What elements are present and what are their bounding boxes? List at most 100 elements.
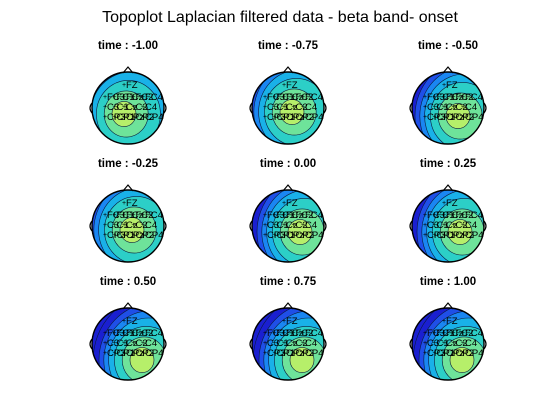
electrode-marker: + bbox=[132, 222, 136, 229]
electrode-marker: + bbox=[301, 104, 305, 111]
electrode-label: CP1 bbox=[277, 348, 295, 359]
head-outline bbox=[91, 71, 165, 145]
electrode-marker: + bbox=[113, 94, 117, 101]
electrode-marker: + bbox=[113, 104, 117, 111]
electrode-marker: + bbox=[113, 232, 117, 239]
electrode-label: C3 bbox=[267, 220, 279, 231]
electrode-marker: + bbox=[103, 104, 107, 111]
panel-title: time : 1.00 bbox=[419, 276, 477, 288]
electrode-marker: + bbox=[122, 222, 126, 229]
electrode-marker: + bbox=[263, 350, 267, 357]
electrode-marker: + bbox=[292, 212, 296, 219]
electrode-marker: + bbox=[122, 350, 126, 357]
panel-title: time : 0.50 bbox=[99, 276, 157, 288]
electrode-label: FCz bbox=[126, 92, 144, 103]
electrode-label: CP1 bbox=[117, 230, 135, 241]
electrode-label: FC3 bbox=[427, 210, 445, 221]
left-ear-marker bbox=[249, 338, 253, 350]
electrode-marker: + bbox=[433, 222, 437, 229]
electrode-marker: + bbox=[282, 330, 286, 337]
electrode-marker: + bbox=[423, 94, 427, 101]
electrode-label: CP1 bbox=[117, 348, 135, 359]
nose-marker bbox=[282, 184, 294, 192]
contour-band bbox=[445, 103, 471, 129]
contour-band bbox=[287, 219, 313, 245]
electrode-label: C3 bbox=[427, 338, 439, 349]
right-ear-marker bbox=[483, 220, 487, 232]
electrode-marker: + bbox=[461, 340, 465, 347]
electrode-label: CPz bbox=[286, 348, 304, 359]
electrode-label: FC3 bbox=[427, 328, 445, 339]
electrode-label: C2 bbox=[296, 220, 308, 231]
electrode-label: C2 bbox=[456, 102, 468, 113]
electrode-label: FC1 bbox=[437, 328, 455, 339]
topoplot-head: + FZ+ FC3+ FC1+ FCz+ FC2+ FC4+ C3+ C1+ Cz+ C2+ C4+ C… bbox=[409, 184, 487, 263]
nose-marker bbox=[282, 66, 294, 74]
electrode-marker: + bbox=[423, 340, 427, 347]
electrode-label: FC4 bbox=[305, 92, 323, 103]
electrode-label: CP2 bbox=[456, 112, 474, 123]
electrode-marker: + bbox=[423, 232, 427, 239]
electrode-label: FC4 bbox=[305, 210, 323, 221]
electrode-label: C4 bbox=[145, 338, 157, 349]
panel-title: time : -0.25 bbox=[97, 158, 159, 170]
panel-title: time : -1.00 bbox=[97, 40, 159, 52]
head-outline bbox=[91, 189, 165, 263]
electrode-label: CPz bbox=[286, 230, 304, 241]
electrode-marker: + bbox=[141, 114, 145, 121]
left-ear-marker bbox=[89, 338, 93, 350]
electrode-label: C3 bbox=[107, 102, 119, 113]
electrode-marker: + bbox=[433, 94, 437, 101]
electrode-marker: + bbox=[301, 340, 305, 347]
electrode-label: CP1 bbox=[437, 112, 455, 123]
electrode-marker: + bbox=[141, 350, 145, 357]
electrode-marker: + bbox=[442, 340, 446, 347]
right-ear-marker bbox=[163, 220, 167, 232]
head-outline bbox=[411, 189, 485, 263]
electrode-label: CP3 bbox=[107, 112, 125, 123]
topoplot-head: + FZ+ FC3+ FC1+ FCz+ FC2+ FC4+ C3+ C1+ Cz+ C2+ C4+ C… bbox=[409, 302, 487, 381]
electrode-label: FZ bbox=[286, 198, 298, 209]
electrode-marker: + bbox=[433, 232, 437, 239]
head-outline bbox=[411, 307, 485, 381]
right-ear-marker bbox=[483, 338, 487, 350]
electrode-label: CP3 bbox=[427, 230, 445, 241]
topoplot-panel: time : -1.00 + FZ + FC3 + FC1 + FCz + FC2 + FC4 + C3 + C… bbox=[68, 40, 188, 162]
electrode-label: FC1 bbox=[117, 92, 135, 103]
electrode-label: FC3 bbox=[427, 92, 445, 103]
electrode-label: FC2 bbox=[296, 210, 314, 221]
electrode-marker: + bbox=[282, 94, 286, 101]
electrode-label: FC1 bbox=[277, 210, 295, 221]
electrode-marker: + bbox=[103, 330, 107, 337]
electrode-label: C4 bbox=[305, 338, 317, 349]
electrode-marker: + bbox=[442, 104, 446, 111]
electrode-label: CP2 bbox=[136, 348, 154, 359]
electrode-label: FC4 bbox=[465, 328, 483, 339]
electrode-marker: + bbox=[263, 94, 267, 101]
electrode-marker: + bbox=[452, 114, 456, 121]
electrode-marker: + bbox=[141, 212, 145, 219]
electrode-marker: + bbox=[263, 114, 267, 121]
topoplot-panel: time : 0.75 + FZ + FC3 + FC1 + FCz + FC2 + FC4 + C3 + C1… bbox=[228, 276, 348, 398]
electrode-marker: + bbox=[141, 330, 145, 337]
electrode-marker: + bbox=[461, 114, 465, 121]
electrode-label: C1 bbox=[277, 220, 289, 231]
electrode-marker: + bbox=[273, 340, 277, 347]
electrode-marker: + bbox=[113, 114, 117, 121]
left-ear-marker bbox=[409, 102, 413, 114]
topoplot-head: + FZ+ FC3+ FC1+ FCz+ FC2+ FC4+ C3+ C1+ Cz+ C2+ C4+ C… bbox=[89, 66, 167, 145]
electrode-marker: + bbox=[282, 212, 286, 219]
right-ear-marker bbox=[163, 338, 167, 350]
topoplot-head: + FZ+ FC3+ FC1+ FCz+ FC2+ FC4+ C3+ C1+ Cz+ C2+ C4+ C… bbox=[249, 302, 327, 381]
electrode-label: C4 bbox=[145, 102, 157, 113]
electrode-marker: + bbox=[103, 212, 107, 219]
electrode-label: FCz bbox=[286, 210, 304, 221]
nose-marker bbox=[442, 66, 454, 74]
electrode-label: FC1 bbox=[277, 92, 295, 103]
electrode-label: CP1 bbox=[277, 230, 295, 241]
electrode-label: C3 bbox=[267, 102, 279, 113]
electrode-marker: + bbox=[263, 212, 267, 219]
topoplot-panel: time : -0.25 + FZ + FC3 + FC1 + FCz + FC2 + FC4 + C3 + C… bbox=[68, 158, 188, 280]
electrode-label: Cz bbox=[286, 338, 298, 349]
